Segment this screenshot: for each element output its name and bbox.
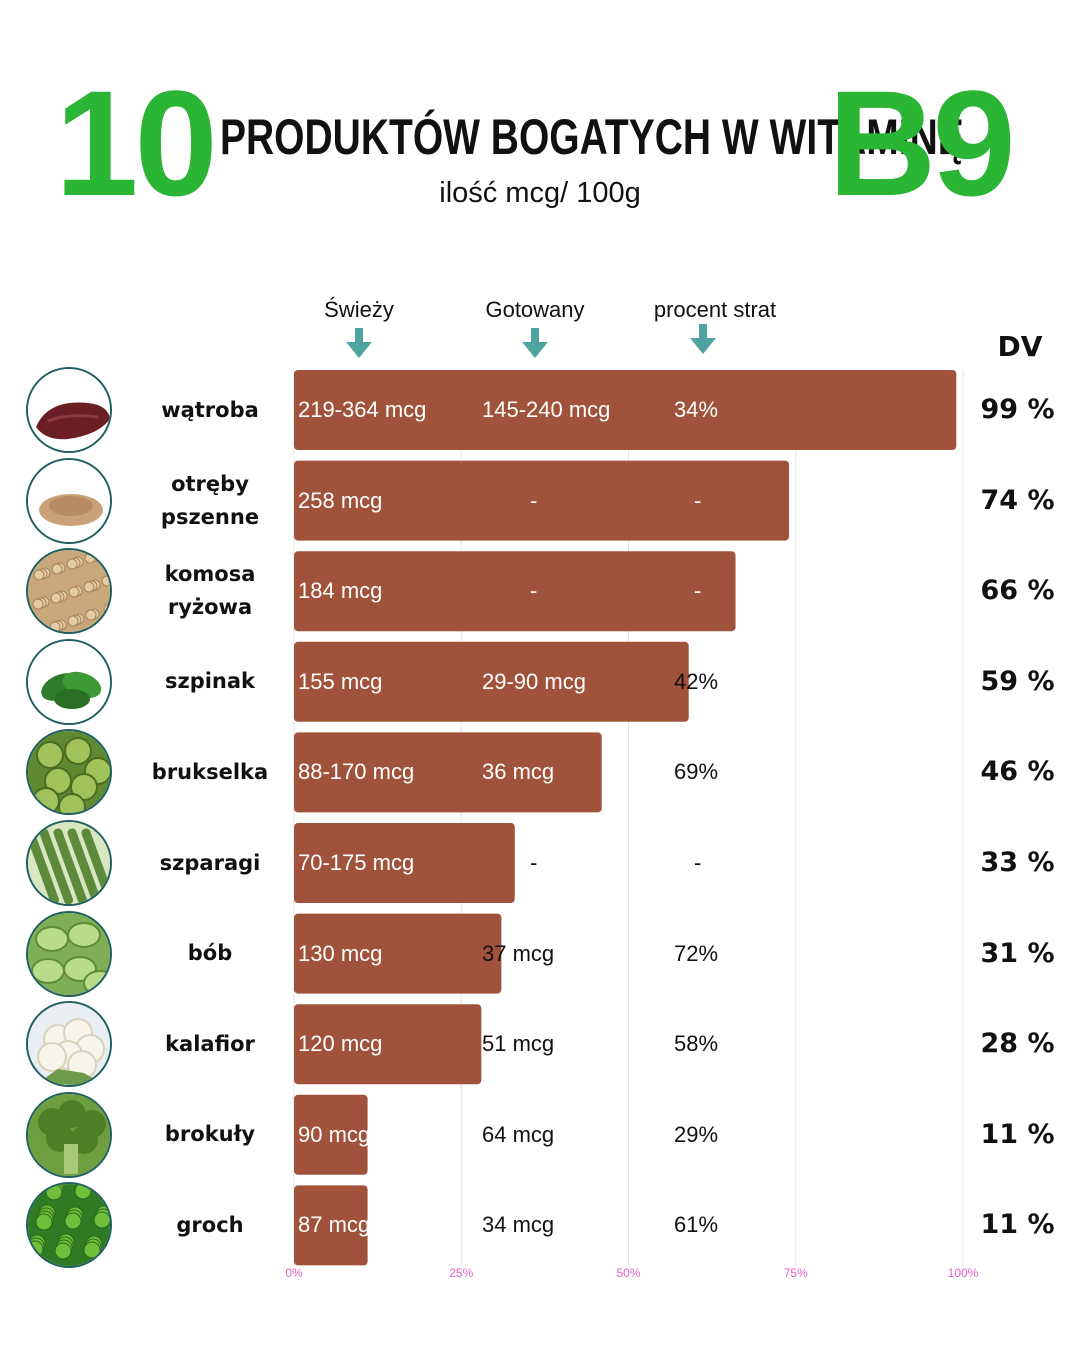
dv-value: 74 %	[980, 484, 1055, 516]
broccoli-icon	[26, 1091, 112, 1178]
bar	[294, 641, 689, 722]
x-tick-label: 75%	[783, 1266, 808, 1280]
fresh-value: 184 mcg	[298, 578, 383, 604]
bar	[294, 1185, 368, 1266]
loss-value: 69%	[674, 759, 719, 785]
loss-value: -	[694, 850, 702, 875]
title-vitamin: B9	[828, 59, 1016, 227]
dv-value: 11 %	[980, 1118, 1055, 1150]
category-label: brukselka	[140, 756, 280, 789]
fresh-value: 155 mcg	[298, 668, 383, 694]
category-label: wątroba	[140, 394, 280, 427]
column-header-fresh: Świeży	[324, 297, 394, 322]
category-label-line: pszenne	[160, 504, 260, 529]
fresh-value: 87 mcg	[298, 1212, 371, 1238]
category-label-line: kalafior	[165, 1031, 255, 1056]
category-label-line: ryżowa	[167, 595, 253, 620]
category-label: otręby pszenne	[140, 468, 280, 534]
cooked-value: 37 mcg	[482, 940, 555, 966]
liver-icon	[26, 367, 112, 453]
bar	[294, 370, 957, 450]
dv-value: 46 %	[980, 756, 1055, 788]
arrow-down-icon	[346, 328, 372, 358]
loss-value: -	[694, 578, 702, 604]
loss-value: 61%	[674, 1212, 719, 1238]
cooked-value: 64 mcg	[482, 1121, 555, 1147]
fresh-value: 120 mcg	[298, 1031, 383, 1057]
bar	[294, 460, 790, 541]
column-header-loss: procent strat	[653, 297, 777, 322]
cooked-value: -	[530, 850, 538, 875]
x-tick-label: 100%	[947, 1266, 979, 1280]
page-subtitle: ilość mcg/ 100g	[439, 177, 641, 209]
cooked-value: -	[530, 487, 538, 513]
fresh-value: 70-175 mcg	[298, 850, 415, 875]
dv-value: 28 %	[980, 1028, 1055, 1060]
dv-value: 99 %	[980, 394, 1055, 425]
category-label: brokuły	[140, 1118, 280, 1151]
spinach-icon	[26, 638, 112, 725]
peas-icon	[26, 1182, 112, 1269]
category-label-line: komosa	[164, 562, 256, 587]
arrow-down-icon	[690, 324, 716, 354]
category-label-line: brokuły	[164, 1122, 256, 1147]
dv-value: 11 %	[980, 1209, 1055, 1241]
loss-value: 29%	[674, 1121, 719, 1147]
category-label-line: wątroba	[161, 397, 259, 422]
broad-beans-icon	[26, 910, 112, 997]
loss-value: 72%	[674, 940, 719, 966]
cooked-value: 51 mcg	[482, 1031, 555, 1057]
category-label-line: szparagi	[159, 850, 261, 875]
cooked-value: 29-90 mcg	[482, 668, 586, 694]
brussels-sprouts-icon	[26, 729, 112, 816]
fresh-value: 90 mcg	[298, 1121, 371, 1147]
category-label: szparagi	[140, 847, 280, 880]
category-label-line: brukselka	[151, 759, 269, 784]
x-tick-label: 25%	[449, 1266, 474, 1280]
fresh-value: 130 mcg	[298, 940, 383, 966]
category-label: komosa ryżowa	[140, 558, 280, 624]
bar	[294, 823, 515, 903]
category-label: bób	[140, 937, 280, 970]
cauliflower-icon	[26, 1001, 112, 1088]
quinoa-icon	[26, 548, 112, 635]
loss-value: -	[694, 487, 702, 513]
column-header-dv: DV	[997, 330, 1043, 363]
bar	[294, 1004, 482, 1085]
asparagus-icon	[26, 820, 112, 906]
loss-value: 58%	[674, 1031, 719, 1057]
fresh-value: 219-364 mcg	[298, 397, 427, 422]
dv-value: 66 %	[980, 575, 1055, 607]
category-label-line: szpinak	[164, 669, 256, 694]
category-label: szpinak	[140, 665, 280, 698]
arrow-down-icon	[522, 328, 548, 358]
dv-value: 31 %	[980, 937, 1055, 969]
bar	[294, 732, 602, 813]
fresh-value: 258 mcg	[298, 487, 383, 513]
category-label: kalafior	[140, 1028, 280, 1061]
x-tick-label: 0%	[285, 1266, 303, 1280]
dv-value: 59 %	[980, 665, 1055, 697]
x-tick-label: 50%	[616, 1266, 641, 1280]
column-header-cooked: Gotowany	[485, 297, 585, 322]
bar	[294, 551, 736, 632]
title-number: 10	[55, 59, 218, 227]
category-label-line: otręby	[171, 471, 249, 496]
dv-value: 33 %	[980, 847, 1055, 878]
fresh-value: 88-170 mcg	[298, 759, 415, 785]
category-label: groch	[140, 1209, 280, 1242]
cooked-value: 145-240 mcg	[482, 397, 611, 422]
category-label-line: bób	[187, 941, 233, 966]
wheat-bran-icon	[26, 457, 112, 544]
bar	[294, 1094, 368, 1175]
category-label-line: groch	[176, 1212, 244, 1237]
loss-value: 34%	[674, 397, 719, 422]
bar	[294, 913, 502, 994]
cooked-value: 34 mcg	[482, 1212, 555, 1238]
cooked-value: -	[530, 578, 538, 604]
loss-value: 42%	[674, 668, 719, 694]
cooked-value: 36 mcg	[482, 759, 555, 785]
